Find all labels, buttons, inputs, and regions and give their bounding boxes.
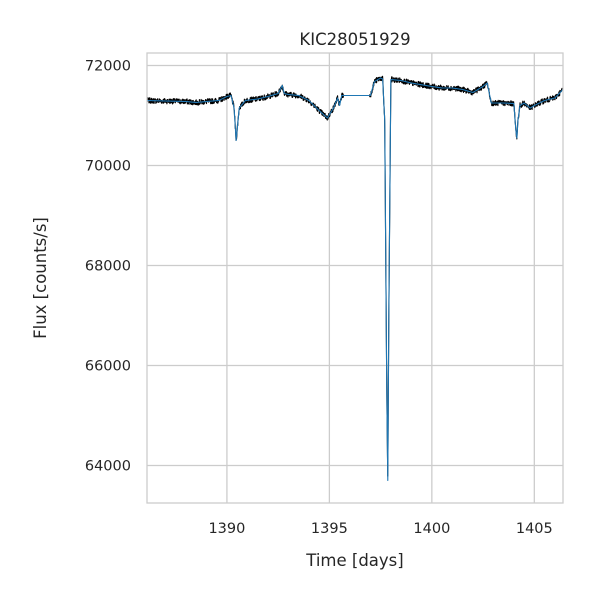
chart-title: KIC28051929	[299, 30, 410, 49]
x-tick-label: 1400	[413, 521, 450, 537]
y-tick-label: 64000	[85, 459, 131, 475]
y-tick-label: 70000	[85, 159, 131, 175]
x-axis-label: Time [days]	[305, 551, 403, 570]
x-tick-label: 1405	[516, 521, 553, 537]
y-tick-label: 68000	[85, 259, 131, 275]
y-axis-label: Flux [counts/s]	[31, 217, 50, 339]
grid	[147, 53, 563, 503]
x-tick-label: 1390	[208, 521, 245, 537]
y-tick-label: 66000	[85, 359, 131, 375]
x-tick-label: 1395	[311, 521, 348, 537]
plot-area	[147, 75, 563, 482]
tick-labels: 1390 1395 1400 1405 64000 66000 68000 70000 7200…	[85, 59, 553, 538]
raw-flux-line	[369, 75, 563, 477]
plot-frame	[146, 52, 564, 504]
model-flux-line	[147, 77, 563, 482]
y-tick-label: 72000	[85, 59, 131, 75]
